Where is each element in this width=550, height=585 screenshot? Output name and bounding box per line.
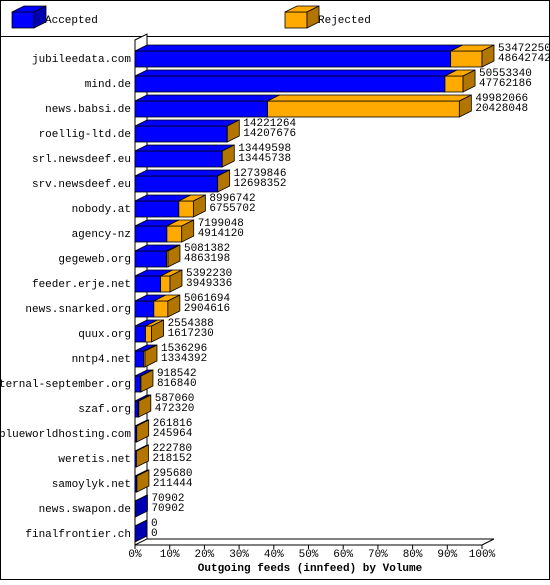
- x-tick-label: 90%: [437, 549, 457, 561]
- bar-segment: [135, 170, 229, 192]
- category-label: srl.newsdeef.eu: [32, 154, 131, 166]
- bar-front: [135, 76, 445, 92]
- accepted-label: 1334392: [161, 353, 207, 365]
- bar-front: [135, 351, 144, 367]
- accepted-label: 13445738: [238, 153, 291, 165]
- category-label: samoylyk.net: [52, 479, 131, 491]
- x-tick-label: 40%: [264, 549, 284, 561]
- bar-segment: [268, 95, 472, 117]
- bar-front: [285, 12, 307, 28]
- category-label: news.snarked.org: [25, 304, 131, 316]
- accepted-label: 14207676: [243, 128, 296, 140]
- bar-front: [135, 401, 138, 417]
- accepted-label: 6755702: [209, 203, 255, 215]
- bar-front: [135, 376, 140, 392]
- accepted-label: 3949336: [186, 278, 232, 290]
- category-label: weretis.net: [58, 454, 131, 466]
- bar-segment: [135, 95, 280, 117]
- accepted-label: 218152: [152, 453, 192, 465]
- bar-front: [12, 12, 34, 28]
- bar-front: [135, 301, 154, 317]
- bar-front: [179, 201, 194, 217]
- bar-segment: [451, 45, 494, 67]
- accepted-label: 12698352: [234, 178, 287, 190]
- bar-front: [445, 76, 463, 92]
- bar-top: [135, 170, 229, 176]
- bar-front: [135, 276, 161, 292]
- bar-front: [135, 326, 145, 342]
- x-tick-label: 20%: [194, 549, 214, 561]
- category-label: roellig-ltd.de: [39, 129, 131, 141]
- legend-label: Accepted: [45, 15, 98, 27]
- accepted-label: 472320: [155, 403, 195, 415]
- accepted-label: 2904616: [184, 303, 230, 315]
- legend-swatch: [12, 6, 46, 28]
- bar-front: [135, 226, 167, 242]
- bar-front: [154, 301, 168, 317]
- x-tick-label: 80%: [403, 549, 423, 561]
- bar-front: [135, 51, 451, 67]
- category-label: mind.de: [85, 79, 131, 91]
- x-axis-title: Outgoing feeds (innfeed) by Volume: [198, 563, 423, 575]
- category-label: quux.org: [78, 329, 131, 341]
- bar-front: [135, 251, 167, 267]
- bar-front: [135, 101, 268, 117]
- x-tick-label: 30%: [229, 549, 249, 561]
- accepted-label: 70902: [151, 503, 184, 515]
- bar-front: [451, 51, 482, 67]
- bar-front: [135, 176, 217, 192]
- x-tick-label: 50%: [299, 549, 319, 561]
- category-label: srv.newsdeef.eu: [32, 179, 131, 191]
- bar-top: [135, 145, 234, 151]
- bar-top: [135, 95, 280, 101]
- bar-top: [268, 95, 472, 101]
- bar-front: [135, 126, 227, 142]
- bar-segment: [135, 120, 239, 142]
- category-label: news.swapon.de: [39, 504, 131, 516]
- category-label: feeder.erje.net: [32, 279, 131, 291]
- bar-front: [268, 101, 460, 117]
- category-label: gegeweb.org: [58, 254, 131, 266]
- category-label: finalfrontier.ch: [25, 529, 131, 541]
- category-label: agency-nz: [72, 229, 131, 241]
- category-label: nobody.at: [72, 204, 131, 216]
- category-label: nntp4.net: [72, 354, 131, 366]
- category-label: news.babsi.de: [45, 104, 131, 116]
- x-tick-label: 100%: [469, 549, 496, 561]
- accepted-label: 20428048: [475, 103, 528, 115]
- category-label: blueworldhosting.com: [0, 429, 131, 441]
- bar-segment: [445, 70, 475, 92]
- accepted-label: 211444: [153, 478, 193, 490]
- legend-swatch: [285, 6, 319, 28]
- bar-front: [167, 226, 182, 242]
- bar-top: [135, 120, 239, 126]
- x-tick-label: 0%: [128, 549, 142, 561]
- x-tick-label: 60%: [333, 549, 353, 561]
- accepted-label: 245964: [153, 428, 193, 440]
- accepted-label: 1617230: [168, 328, 214, 340]
- bar-front: [161, 276, 170, 292]
- accepted-label: 47762186: [479, 78, 532, 90]
- bar-front: [135, 201, 179, 217]
- accepted-label: 816840: [157, 378, 197, 390]
- category-label: jubileedata.com: [32, 54, 131, 66]
- accepted-label: 4914120: [198, 228, 244, 240]
- bar-top: [135, 45, 463, 51]
- category-label: szaf.org: [78, 404, 131, 416]
- x-tick-label: 10%: [160, 549, 180, 561]
- accepted-label: 0: [151, 528, 158, 540]
- bar-top: [135, 70, 457, 76]
- bar-front: [145, 326, 151, 342]
- legend-label: Rejected: [318, 15, 371, 27]
- category-label: eternal-september.org: [0, 379, 131, 391]
- accepted-label: 4863198: [184, 253, 230, 265]
- bar-front: [135, 151, 222, 167]
- bar-segment: [135, 45, 463, 67]
- bar-segment: [135, 70, 457, 92]
- accepted-label: 48642742: [498, 53, 550, 65]
- x-tick-label: 70%: [368, 549, 388, 561]
- bar-segment: [135, 145, 234, 167]
